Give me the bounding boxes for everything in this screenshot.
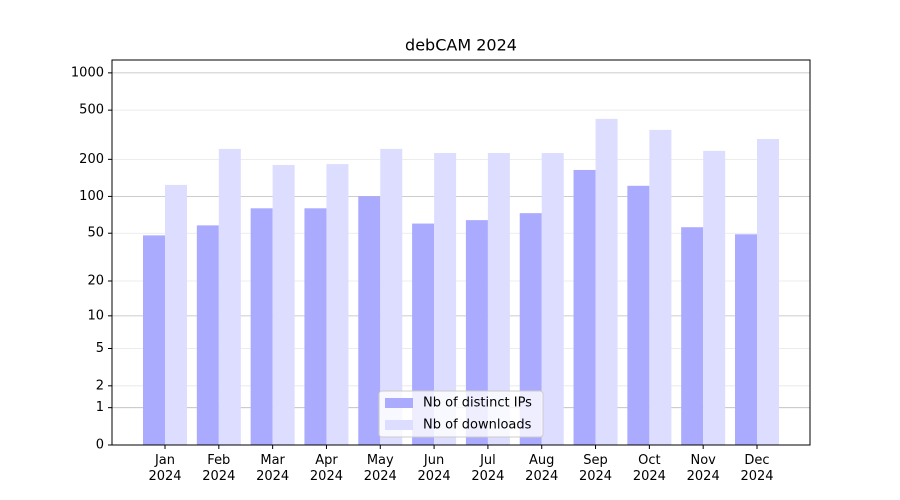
- y-tick-label: 0: [96, 438, 104, 453]
- legend-label: Nb of downloads: [423, 418, 532, 433]
- y-tick-label: 200: [79, 152, 104, 167]
- x-tick-label: Jul 2024: [471, 453, 505, 484]
- x-tick-label: Aug 2024: [525, 453, 559, 484]
- x-tick-label: Feb 2024: [202, 453, 236, 484]
- y-tick-label: 100: [79, 189, 104, 204]
- bar: [735, 234, 757, 445]
- x-tick-label: Apr 2024: [309, 453, 343, 484]
- chart-title: debCAM 2024: [405, 36, 517, 55]
- x-tick-label: Sep 2024: [578, 453, 613, 484]
- y-tick-label: 1: [96, 400, 104, 415]
- y-tick-label: 5: [96, 341, 104, 356]
- bar: [757, 139, 779, 446]
- y-tick-label: 10: [87, 308, 104, 323]
- bar: [380, 148, 403, 445]
- bar: [573, 169, 596, 446]
- bar: [326, 164, 349, 445]
- bar: [595, 118, 618, 445]
- y-tick-label: 50: [87, 226, 104, 241]
- x-tick-label: Nov 2024: [686, 453, 720, 484]
- legend-label: Nb of distinct IPs: [423, 396, 532, 411]
- bar: [681, 227, 704, 445]
- bar: [487, 153, 510, 445]
- y-tick-label: 20: [87, 274, 104, 289]
- bar: [434, 153, 457, 445]
- bar: [250, 208, 273, 445]
- bar: [627, 185, 650, 446]
- bar: [196, 225, 219, 445]
- bar: [358, 196, 381, 445]
- x-tick-label: Jan 2024: [148, 453, 182, 484]
- bar: [165, 184, 187, 445]
- x-tick-label: Oct 2024: [632, 453, 666, 484]
- x-tick-label: May 2024: [363, 453, 397, 484]
- bar: [143, 235, 165, 445]
- bar: [465, 220, 488, 445]
- bar: [272, 164, 295, 445]
- bar: [703, 150, 726, 445]
- plot-frame: [111, 59, 811, 446]
- bar: [218, 148, 241, 445]
- y-tick-label: 500: [79, 103, 104, 118]
- bar: [304, 208, 327, 445]
- y-tick-label: 1000: [71, 65, 104, 80]
- bar: [412, 223, 435, 445]
- legend-box: [378, 390, 544, 438]
- legend-swatch: [385, 398, 413, 408]
- x-tick-label: Jun 2024: [417, 453, 451, 484]
- legend-swatch: [385, 420, 413, 430]
- y-tick-label: 2: [96, 378, 104, 393]
- x-tick-label: Mar 2024: [256, 453, 290, 484]
- bar: [649, 129, 672, 445]
- bar: [541, 153, 564, 445]
- x-tick-label: Dec 2024: [740, 453, 774, 484]
- bar: [519, 213, 542, 445]
